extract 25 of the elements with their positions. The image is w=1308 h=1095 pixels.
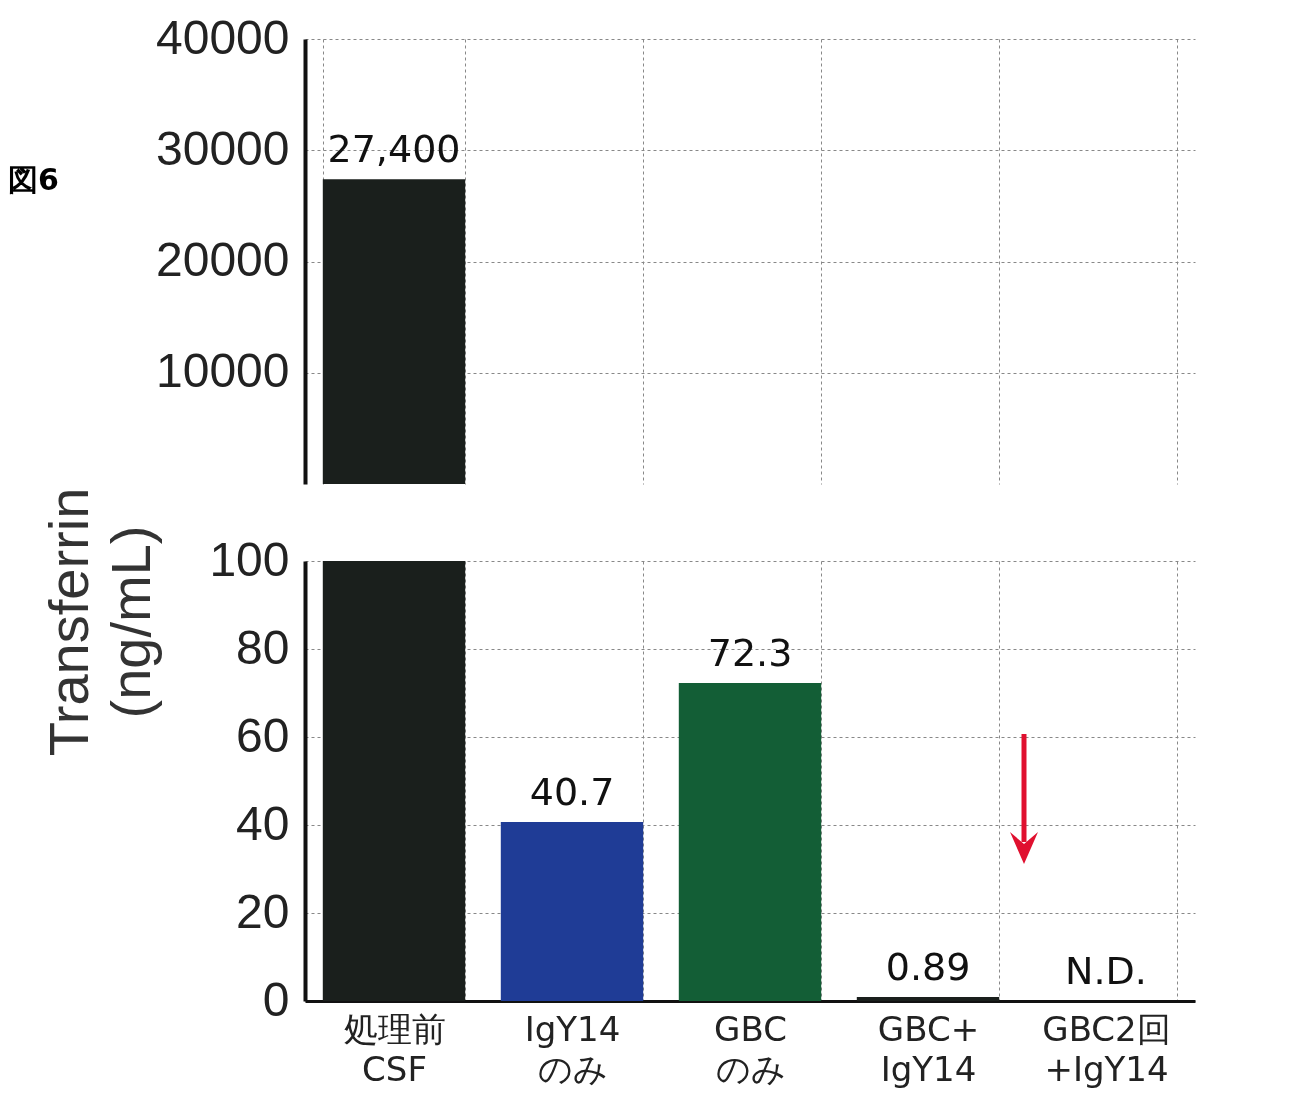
x-tick-label: GBC2回 +IgY14: [1042, 1008, 1171, 1089]
x-tick-label: IgY14 のみ: [524, 1008, 621, 1089]
y-tick-label: 80: [236, 620, 290, 674]
x-tick-label: GBC+ IgY14: [877, 1008, 980, 1089]
data-label: 27,400: [327, 127, 461, 172]
y-axis-title: Transferrin (ng/mL): [37, 486, 162, 759]
y-tick-label: 0: [262, 972, 290, 1026]
bar: [500, 821, 644, 1001]
y-tick-label: 30000: [156, 121, 290, 175]
y-tick-label: 100: [209, 532, 290, 586]
bar: [678, 682, 822, 1001]
text: N.D.: [1065, 949, 1147, 993]
data-label: 0.89: [885, 945, 971, 990]
x-tick-label: 処理前 CSF: [343, 1008, 446, 1089]
caption: 図6: [8, 161, 59, 199]
y-tick-label: 20: [236, 884, 290, 938]
y-tick-label: 10000: [156, 344, 290, 398]
y-tick-label: 40: [236, 796, 290, 850]
y-tick-label: 20000: [156, 233, 290, 286]
x-tick-label: GBC のみ: [714, 1008, 787, 1089]
y-tick-label: 60: [236, 708, 290, 762]
bar: [856, 997, 1000, 1001]
y-tick-label: 40000: [156, 10, 290, 64]
data-label: 72.3: [707, 630, 793, 675]
data-label: 40.7: [529, 769, 615, 814]
